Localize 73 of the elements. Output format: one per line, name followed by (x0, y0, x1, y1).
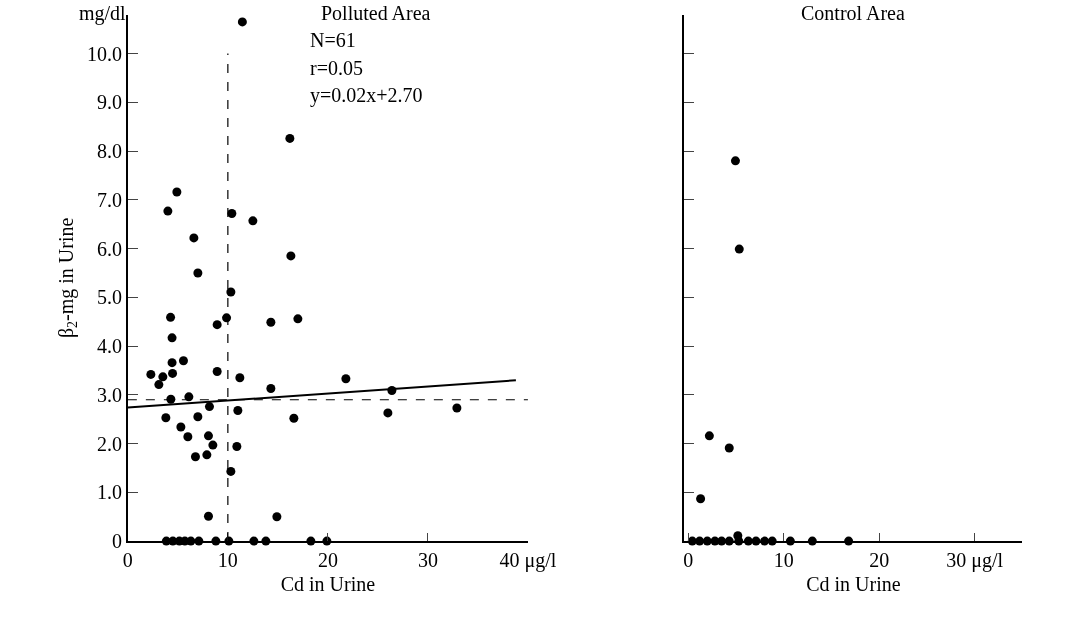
text: mg/dl (79, 2, 127, 25)
point (734, 244, 744, 254)
point (163, 206, 173, 216)
point (154, 380, 164, 390)
point (172, 187, 182, 197)
chart-title: Control Area (801, 2, 905, 24)
point (383, 408, 393, 418)
y-tick-label: 6.0 (97, 237, 123, 260)
annotation: y=0.02x+2.70 (310, 84, 423, 107)
point (696, 494, 706, 504)
y-tick-label: 3.0 (97, 383, 123, 406)
x-tick-label: 10 (773, 548, 794, 571)
point (293, 314, 303, 324)
x-axis-title: Cd in Urine (806, 572, 901, 595)
point (285, 133, 295, 143)
point (233, 405, 243, 415)
annotation: N=61 (310, 29, 356, 51)
point (161, 413, 171, 423)
point (704, 431, 714, 441)
x-tick-label: 30 μg/l (946, 548, 1004, 572)
x-tick-label: 30 (417, 548, 438, 571)
point (452, 403, 462, 413)
point (272, 512, 282, 522)
x-tick-label: 0 (683, 548, 694, 571)
point (212, 366, 222, 376)
point (203, 431, 213, 441)
point (190, 452, 200, 462)
point (235, 373, 245, 383)
point (286, 251, 296, 261)
y-tick-label: 10.0 (87, 42, 123, 65)
point (189, 233, 199, 243)
point (226, 287, 236, 297)
point (203, 511, 213, 521)
x-tick-label: 20 (317, 548, 338, 571)
x-tick-label: 20 (869, 548, 890, 571)
point (204, 402, 214, 412)
point (202, 450, 212, 460)
annotation: r=0.05 (310, 57, 363, 79)
point (237, 17, 247, 27)
point (248, 216, 258, 226)
point (193, 268, 203, 278)
point (168, 368, 178, 378)
point (176, 422, 186, 432)
point (226, 466, 236, 476)
point (146, 369, 156, 379)
y-tick-label: 0 (112, 530, 123, 553)
point (166, 312, 176, 322)
point (158, 372, 168, 382)
point (193, 412, 203, 422)
point (167, 358, 177, 368)
y-tick-label: 1.0 (97, 481, 123, 504)
x-tick-label: 10 (217, 548, 238, 571)
y-tick-label: 8.0 (97, 140, 123, 163)
point (266, 317, 276, 327)
chart-title: Polluted Area (321, 2, 431, 24)
y-tick-label: 7.0 (97, 188, 123, 211)
point (232, 442, 242, 452)
point (178, 356, 188, 366)
point (212, 320, 222, 330)
x-tick-label: 40 μg/l (499, 548, 557, 572)
y-tick-label: 9.0 (97, 91, 123, 114)
point (724, 443, 734, 453)
point (289, 413, 299, 423)
y-tick-label: 5.0 (97, 286, 123, 309)
point (183, 432, 193, 442)
y-tick-label: 4.0 (97, 335, 123, 358)
point (730, 156, 740, 166)
point (167, 333, 177, 343)
point (341, 374, 351, 384)
point (208, 440, 218, 450)
y-tick-label: 2.0 (97, 432, 123, 455)
point (266, 384, 276, 394)
x-axis-title: Cd in Urine (280, 572, 376, 595)
